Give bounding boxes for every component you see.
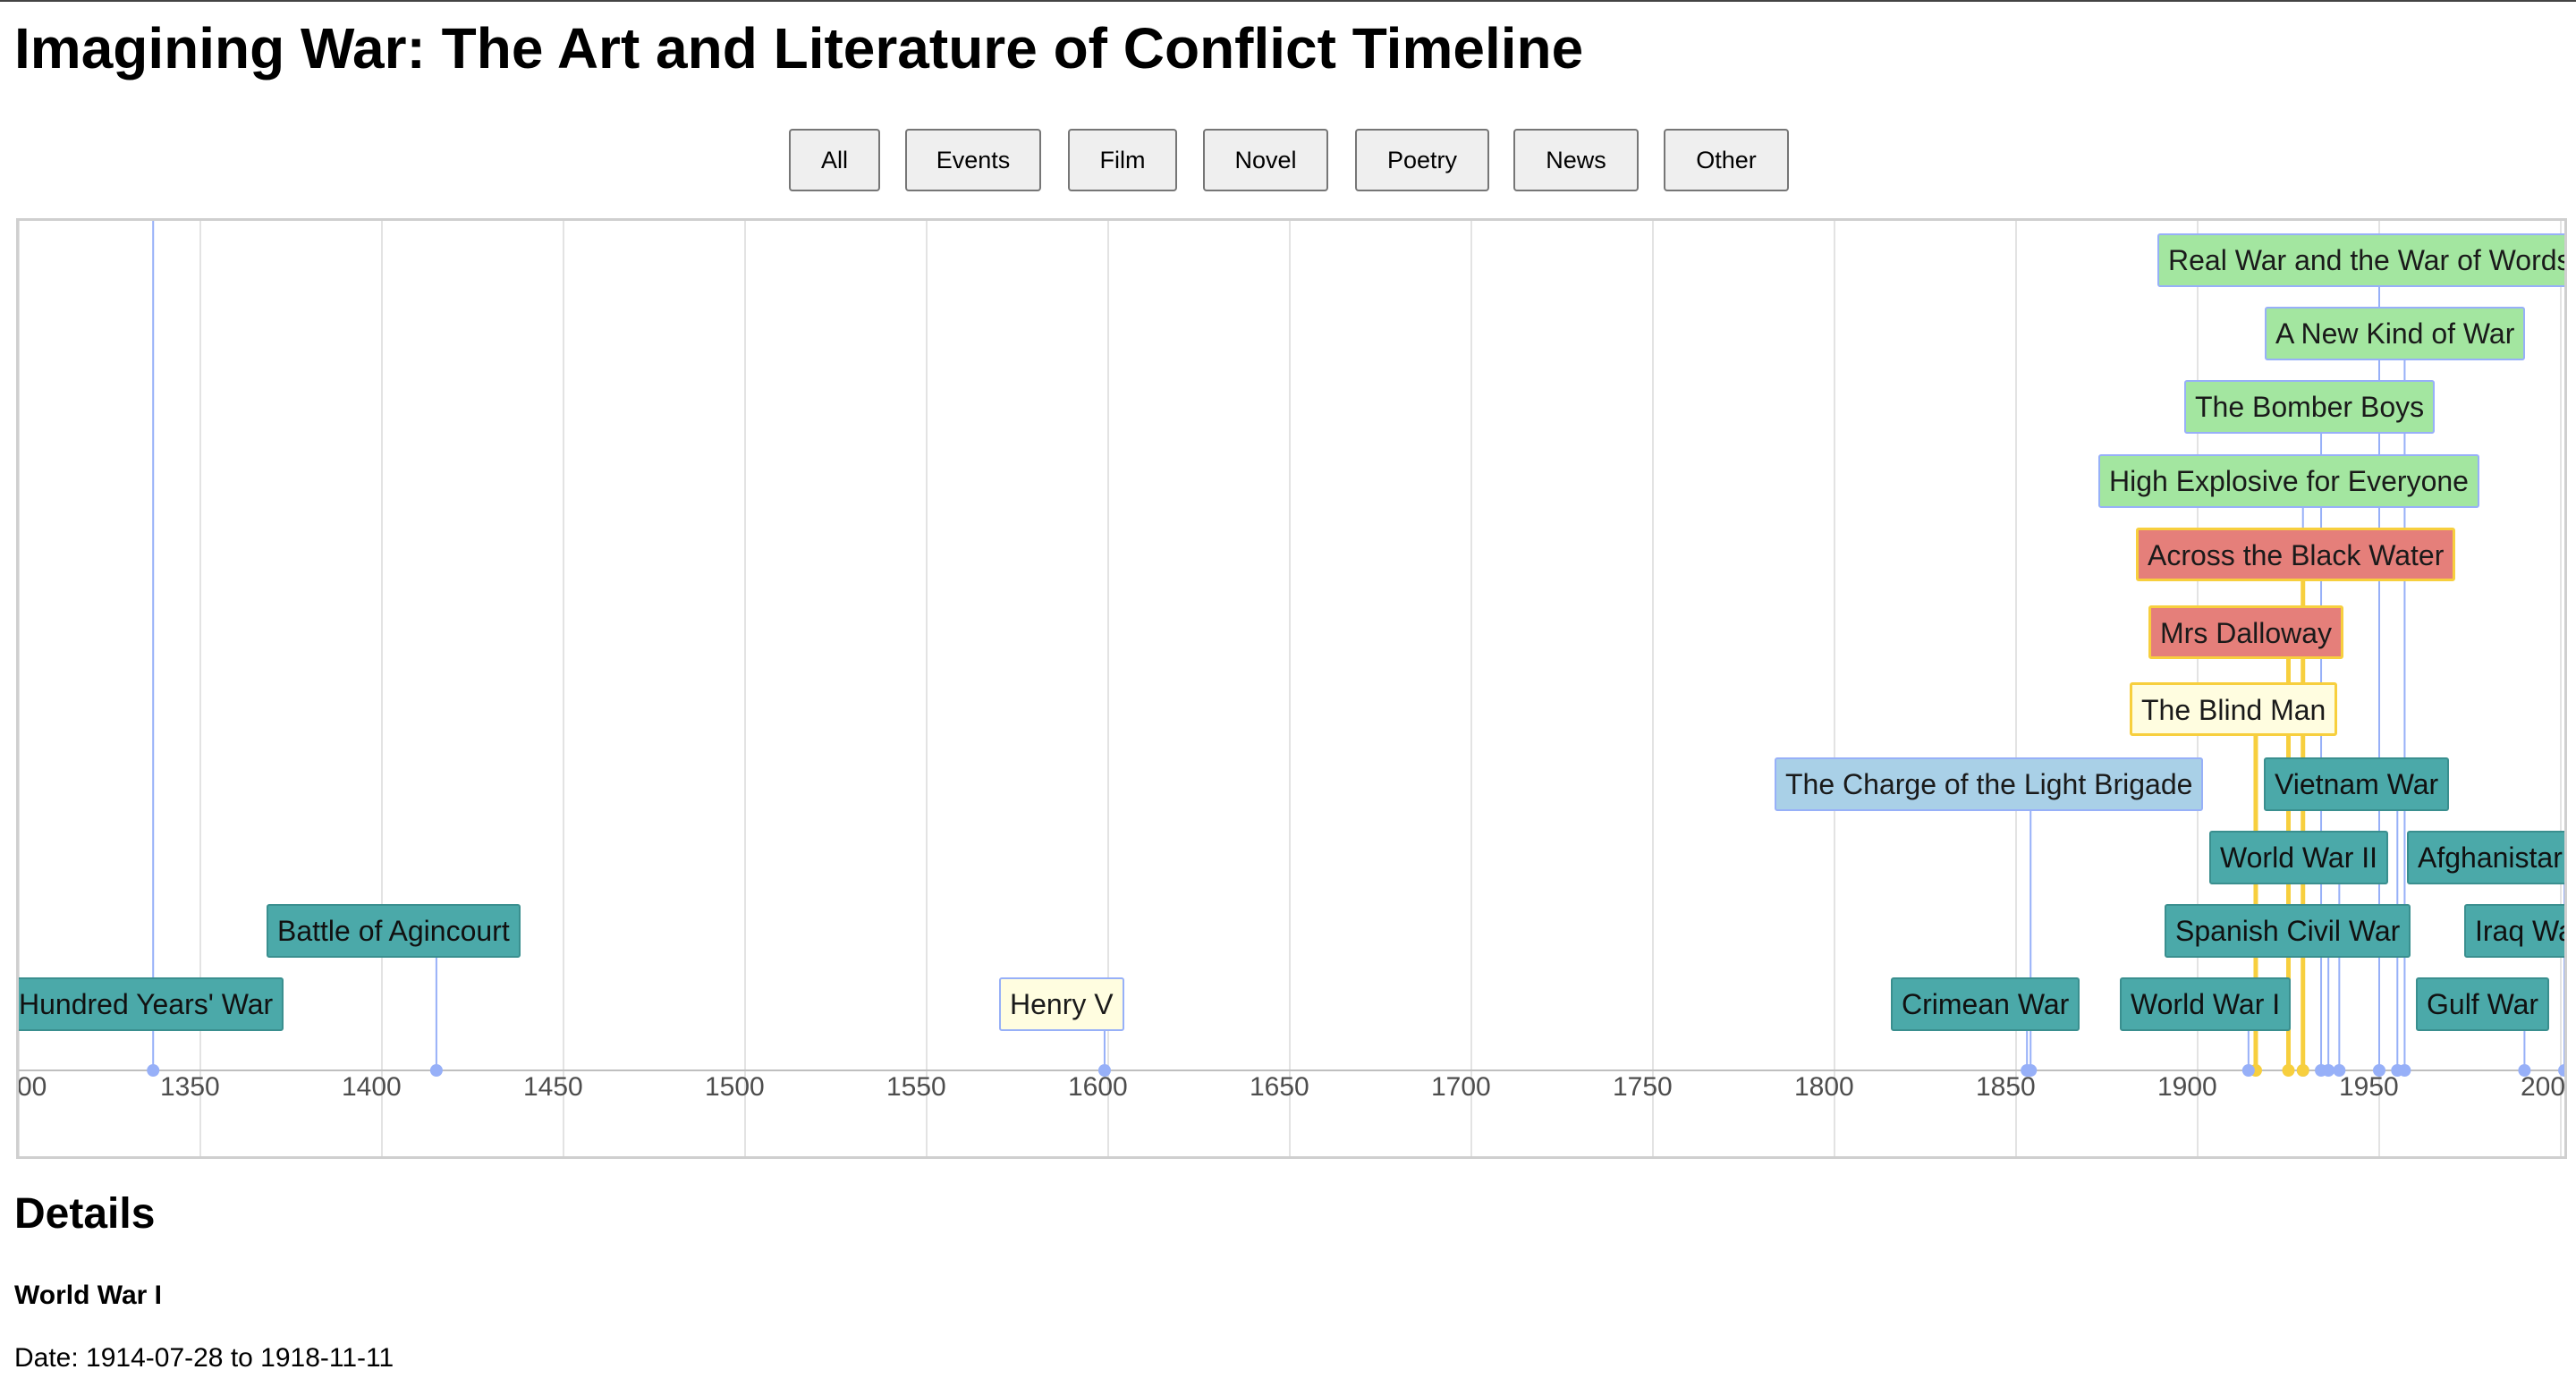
details-heading: Details (14, 1190, 156, 1238)
top-border (0, 0, 2576, 2)
axis-tick-label: 1750 (1613, 1072, 1673, 1102)
timeline-dot (2296, 1064, 2309, 1077)
axis-tick-label: 1650 (1250, 1072, 1309, 1102)
timeline-dot (2282, 1064, 2295, 1077)
axis-tick-label: 1500 (705, 1072, 765, 1102)
timeline-dot (2322, 1064, 2335, 1077)
axis-tick-label: 1950 (2339, 1072, 2399, 1102)
axis-tick-label: 00 (17, 1072, 47, 1102)
timeline-dot (2333, 1064, 2346, 1077)
axis-tick-label: 1400 (342, 1072, 402, 1102)
timeline-panel[interactable]: 00 1350 1400 1450 1500 1550 1600 1650 17… (16, 218, 2567, 1159)
axis-tick-label: 200 (2521, 1072, 2566, 1102)
timeline-item-spanish-civil-war[interactable]: Spanish Civil War (2165, 904, 2411, 958)
axis-tick-label: 1850 (1976, 1072, 2036, 1102)
timeline-item-black-water[interactable]: Across the Black Water (2136, 528, 2456, 581)
timeline-item-gulf-war[interactable]: Gulf War (2416, 977, 2550, 1031)
axis-tick-label: 1900 (2157, 1072, 2217, 1102)
timeline-item-ww2[interactable]: World War II (2209, 831, 2389, 884)
filter-poetry-button[interactable]: Poetry (1355, 129, 1489, 191)
axis-tick-label: 1600 (1068, 1072, 1128, 1102)
timeline-dot (2391, 1064, 2404, 1077)
timeline-item-vietnam-war[interactable]: Vietnam War (2264, 757, 2450, 811)
timeline-item-new-kind-of-war[interactable]: A New Kind of War (2265, 307, 2526, 360)
timeline-item-iraq-war[interactable]: Iraq Wa (2464, 904, 2564, 958)
timeline-item-hundred-years-war[interactable]: Hundred Years' War (19, 977, 284, 1031)
axis-tick-label: 1550 (886, 1072, 946, 1102)
filter-news-button[interactable]: News (1513, 129, 1639, 191)
details-event-date: Date: 1914-07-28 to 1918-11-11 (14, 1343, 394, 1373)
filter-bar: All Events Film Novel Poetry News Other (0, 129, 2576, 193)
filter-events-button[interactable]: Events (905, 129, 1041, 191)
axis-tick-label: 1350 (160, 1072, 220, 1102)
timeline-item-mrs-dalloway[interactable]: Mrs Dalloway (2148, 605, 2344, 659)
timeline-item-agincourt[interactable]: Battle of Agincourt (267, 904, 521, 958)
timeline-dot (2558, 1064, 2564, 1077)
timeline-dot (147, 1064, 160, 1077)
timeline-dot (2518, 1064, 2531, 1077)
timeline-dot (2373, 1064, 2385, 1077)
timeline-item-blind-man[interactable]: The Blind Man (2130, 682, 2338, 736)
timeline-item-light-brigade[interactable]: The Charge of the Light Brigade (1775, 757, 2204, 811)
timeline-dot (429, 1064, 443, 1077)
timeline-item-crimean-war[interactable]: Crimean War (1891, 977, 2080, 1031)
axis-tick-label: 1450 (523, 1072, 583, 1102)
filter-all-button[interactable]: All (789, 129, 880, 191)
timeline-item-ww1[interactable]: World War I (2120, 977, 2292, 1031)
axis-tick-label: 1800 (1794, 1072, 1854, 1102)
filter-film-button[interactable]: Film (1068, 129, 1177, 191)
timeline-item-afghanistan[interactable]: Afghanistar (2407, 831, 2564, 884)
axis-tick-label: 1700 (1431, 1072, 1491, 1102)
details-event-name: World War I (14, 1281, 162, 1310)
timeline-dot (1097, 1064, 1111, 1077)
timeline-dot (2241, 1064, 2255, 1077)
timeline-item-bomber-boys[interactable]: The Bomber Boys (2184, 380, 2436, 434)
timeline-dot (2565, 1064, 2567, 1077)
timeline-item-henry-v[interactable]: Henry V (999, 977, 1124, 1031)
page-title: Imagining War: The Art and Literature of… (14, 16, 1584, 80)
timeline-dot (2021, 1064, 2034, 1077)
filter-other-button[interactable]: Other (1664, 129, 1789, 191)
timeline-item-high-explosive[interactable]: High Explosive for Everyone (2098, 454, 2479, 508)
filter-novel-button[interactable]: Novel (1203, 129, 1328, 191)
timeline-item-real-war[interactable]: Real War and the War of Words (2157, 233, 2564, 287)
